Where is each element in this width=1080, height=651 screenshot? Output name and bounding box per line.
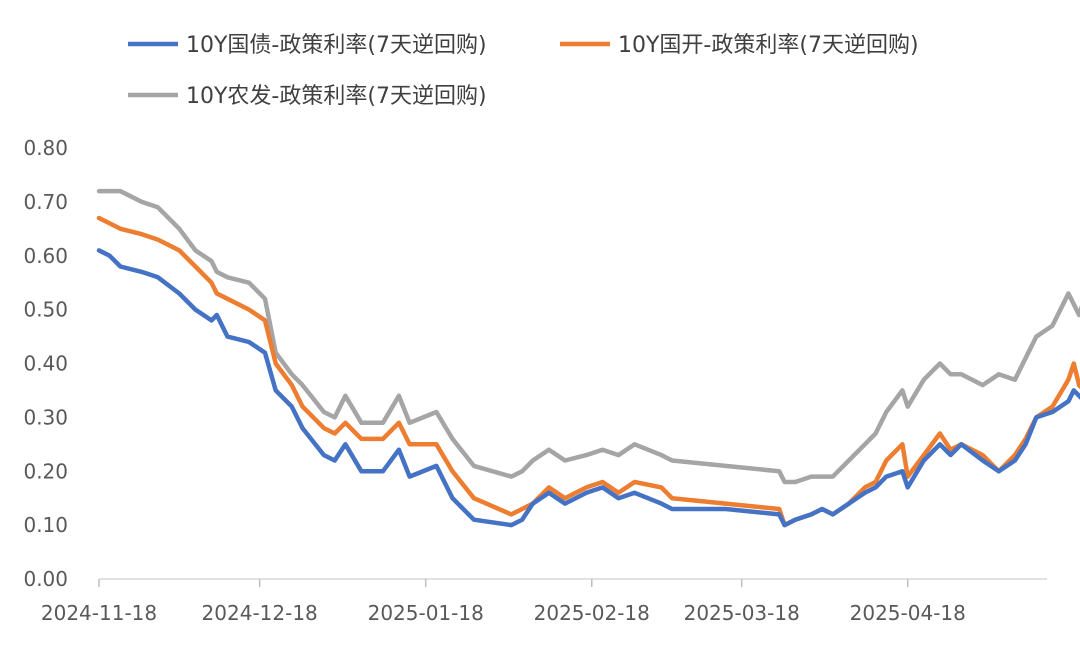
y-tick-label: 0.20 — [23, 459, 68, 483]
legend-item-guozhai[interactable]: 10Y国债-政策利率(7天逆回购) — [128, 33, 487, 58]
x-tick-label: 2025-03-18 — [684, 601, 800, 625]
x-tick-label: 2025-04-18 — [850, 601, 966, 625]
series-line-nongfa — [96, 188, 1080, 485]
legend-item-nongfa[interactable]: 10Y农发-政策利率(7天逆回购) — [128, 84, 487, 109]
y-axis: 0.00 0.10 0.20 0.30 0.40 0.50 0.60 0.70 0.80 — [23, 136, 68, 591]
y-tick-label: 0.80 — [23, 136, 68, 160]
legend-label-guokai: 10Y国开-政策利率(7天逆回购) — [618, 33, 919, 58]
legend-label-nongfa: 10Y农发-政策利率(7天逆回购) — [186, 84, 487, 109]
x-axis: 2024-11-18 2024-12-18 2025-01-18 2025-02-18… — [41, 578, 1047, 625]
legend: 10Y国债-政策利率(7天逆回购) 10Y国开-政策利率(7天逆回购) 10Y农… — [128, 33, 919, 109]
y-tick-label: 0.70 — [23, 190, 68, 214]
series-line-guozhai — [96, 248, 1080, 528]
plot-area — [96, 188, 1080, 528]
y-tick-label: 0.40 — [23, 352, 68, 376]
x-tick-label: 2024-12-18 — [202, 601, 318, 625]
y-tick-label: 0.00 — [23, 567, 68, 591]
x-tick-label: 2024-11-18 — [41, 601, 157, 625]
series-line-guokai — [96, 215, 1080, 528]
y-tick-label: 0.30 — [23, 405, 68, 429]
x-tick-label: 2025-01-18 — [368, 601, 484, 625]
legend-item-guokai[interactable]: 10Y国开-政策利率(7天逆回购) — [560, 33, 919, 58]
legend-label-guozhai: 10Y国债-政策利率(7天逆回购) — [186, 33, 487, 58]
y-tick-label: 0.50 — [23, 298, 68, 322]
y-tick-label: 0.60 — [23, 244, 68, 268]
x-tick-label: 2025-02-18 — [534, 601, 650, 625]
y-tick-label: 0.10 — [23, 513, 68, 537]
